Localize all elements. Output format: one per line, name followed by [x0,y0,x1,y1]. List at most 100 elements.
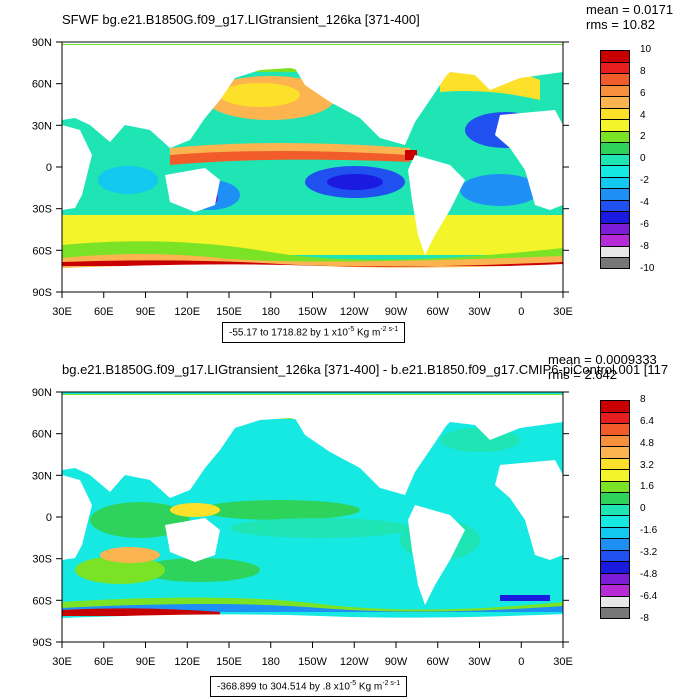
lon-label: 150W [298,656,327,668]
range-exponent: -5 [349,680,357,687]
colorbar-label: -8 [640,612,649,624]
colorbar-swatch [600,469,630,481]
lon-label: 60W [426,306,449,318]
rms-value: rms = 10.82 [586,17,656,32]
colorbar-swatch [600,234,630,246]
colorbar-swatch [600,572,630,584]
range-unit-exponent: -2 s-1 [382,680,401,687]
colorbar-label: 3.2 [640,459,654,471]
colorbar: 10 8 6 4 2 0 -2 -4 -6 -8 -10 [600,44,654,274]
lat-label: 60S [32,245,52,257]
lon-label: 30E [52,306,72,318]
lat-label: 30N [32,120,52,132]
lon-label: 60E [94,656,114,668]
map-panel-bottom: bg.e21.B1850G.f09_g17.LIGtransient_126ka… [0,350,700,700]
colorbar-swatch [600,61,630,73]
colorbar-swatch [600,400,630,412]
colorbar-label: 0 [640,503,646,515]
lat-label: 60N [32,429,52,441]
lon-label: 90W [385,306,408,318]
colorbar-swatch [600,153,630,165]
lat-label: 30S [32,554,52,566]
colorbar-swatch [600,257,630,269]
range-text: -368.899 to 304.514 by .8 x10 [217,681,350,693]
lat-label: 90N [32,37,52,49]
mean-value: mean = 0.0009333 [548,352,657,367]
lon-label: 0 [518,306,524,318]
range-unit-exponent: -2 s-1 [380,326,399,333]
lon-label: 180 [262,656,280,668]
colorbar-label: 0 [640,153,646,165]
colorbar-swatch [600,457,630,469]
map-panel-top: SFWF bg.e21.B1850G.f09_g17.LIGtransient_… [20,2,673,344]
stats-readout: mean = 0.0171 rms = 10.82 [586,2,673,32]
colorbar-swatch [600,503,630,515]
mean-value: mean = 0.0171 [586,2,674,17]
colorbar-label: 8 [640,394,646,405]
colorbar-swatch [600,245,630,257]
colorbar-swatch [600,515,630,527]
colorbar-swatch [600,549,630,561]
colorbar-swatch [600,561,630,573]
colorbar-swatch [600,73,630,85]
range-unit: Kg m [354,327,381,339]
lon-label: 120W [340,656,369,668]
colorbar-swatch [600,595,630,607]
colorbar-swatch [600,526,630,538]
colorbar-swatch [600,584,630,596]
colorbar-swatch [600,188,630,200]
lon-label: 60E [94,306,114,318]
stats-readout: mean = 0.0009333 rms = 2.642 [548,352,657,382]
lon-label: 30W [468,656,491,668]
colorbar-label: -10 [640,262,655,274]
lon-label: 180 [262,306,280,318]
colorbar-label: -4 [640,196,649,208]
contour-range-box: -368.899 to 304.514 by .8 x10-5 Kg m-2 s… [210,676,408,698]
lon-label: 120E [174,306,200,318]
colorbar-swatch [600,607,630,619]
colorbar-label: 1.6 [640,481,654,493]
colorbar-swatch [600,176,630,188]
colorbar-label: -4.8 [640,568,658,580]
colorbar-swatch [600,130,630,142]
lon-label: 90E [136,656,156,668]
colorbar-swatch [600,142,630,154]
lat-label: 60N [32,79,52,91]
colorbar-swatch [600,446,630,458]
colorbar-swatch [600,119,630,131]
colorbar-label: -6 [640,218,649,230]
colorbar-label: -8 [640,240,649,252]
colorbar-label: 10 [640,44,652,55]
colorbar-label: 4 [640,109,646,121]
panel-title: bg.e21.B1850G.f09_g17.LIGtransient_126ka… [62,362,669,377]
lat-label: 0 [46,512,52,524]
lon-label: 90E [136,306,156,318]
lon-label: 150E [216,656,242,668]
colorbar-label: -3.2 [640,546,658,558]
range-text: -55.17 to 1718.82 by 1 x10 [229,327,348,339]
colorbar-swatch [600,434,630,446]
colorbar-label: 6 [640,87,646,99]
colorbar-label: 4.8 [640,437,654,449]
panel-title: SFWF bg.e21.B1850G.f09_g17.LIGtransient_… [62,12,420,27]
colorbar-swatch [600,538,630,550]
lat-label: 60S [32,595,52,607]
lon-label: 90W [385,656,408,668]
lon-label: 30E [553,656,573,668]
colorbar-label: 2 [640,131,646,143]
colorbar-swatch [600,492,630,504]
world-map: 90N 60N 30N 0 30S 60S 90S 30E 60E 90E 12… [20,30,580,330]
colorbar-swatch [600,480,630,492]
lon-label: 120E [174,656,200,668]
lon-label: 0 [518,656,524,668]
colorbar-label: -2 [640,175,649,187]
world-map: 90N 60N 30N 0 30S 60S 90S 30E 60E 90E 12… [20,380,580,680]
lon-label: 150E [216,306,242,318]
colorbar-label: -1.6 [640,525,658,537]
lat-label: 30S [32,204,52,216]
lon-label: 30W [468,306,491,318]
colorbar-label: 6.4 [640,415,654,427]
lat-label: 90S [32,637,52,649]
lat-label: 90N [32,387,52,399]
colorbar-swatch [600,107,630,119]
